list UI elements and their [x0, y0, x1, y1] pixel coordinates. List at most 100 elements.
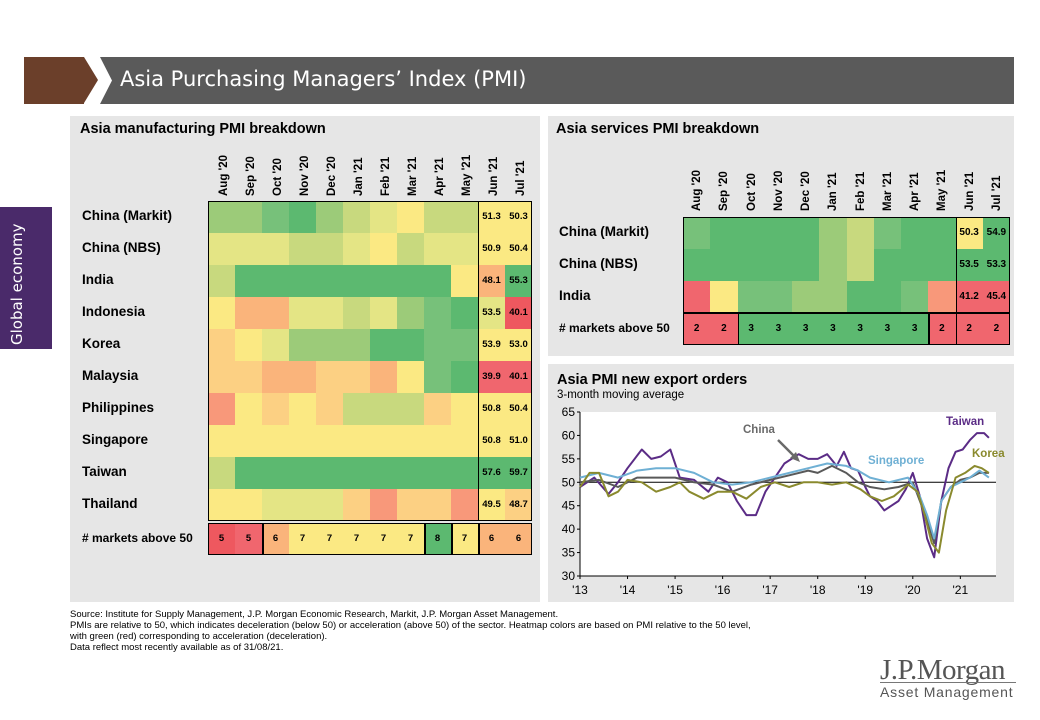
country-label: India: [82, 272, 114, 287]
heatmap-cell: [505, 425, 532, 457]
month-label: Apr '21: [434, 157, 446, 196]
pmi-value: 50.4: [509, 243, 528, 254]
pmi-value: 57.6: [482, 467, 501, 478]
x-tick-label: '18: [810, 583, 826, 597]
markets-count-value: 3: [830, 323, 836, 334]
heatmap-cell: [928, 281, 956, 313]
markets-count-value: 2: [966, 323, 972, 334]
y-tick-label: 55: [562, 452, 576, 466]
heatmap-cell: [873, 281, 901, 313]
month-label: Feb '21: [854, 171, 867, 211]
heatmap-cell: [505, 233, 532, 265]
x-tick-label: '20: [905, 583, 921, 597]
month-label: Sep '20: [718, 171, 731, 211]
x-tick-label: '16: [715, 583, 731, 597]
heatmap-cell: [343, 457, 370, 489]
markets-above-50-label: # markets above 50: [559, 321, 670, 335]
month-label: Aug '20: [218, 154, 230, 196]
y-tick-label: 40: [562, 522, 576, 536]
heatmap-cell: [235, 393, 262, 425]
heatmap-cell: [451, 393, 478, 425]
pmi-value: 49.5: [482, 499, 501, 510]
markets-row-separator: [451, 523, 453, 555]
heatmap-cell: [478, 233, 505, 265]
heatmap-cell: [901, 281, 929, 313]
heatmap-cell: [928, 249, 956, 281]
country-label: Taiwan: [82, 464, 127, 479]
month-label: Jun '21: [488, 156, 500, 196]
heatmap-cell: [451, 233, 478, 265]
heatmap-cell: [370, 425, 397, 457]
heatmap-cell: [819, 281, 847, 313]
series-label-korea: Korea: [972, 448, 1005, 460]
heatmap-cell: [846, 281, 874, 313]
markets-count-value: 3: [802, 323, 809, 334]
markets-count-value: 7: [353, 533, 360, 544]
markets-count-cell: [208, 523, 235, 555]
heatmap-cell: [792, 249, 820, 281]
chart-title: Asia PMI new export orders: [557, 372, 747, 388]
month-label: Nov '20: [772, 170, 785, 211]
heatmap-cell: [370, 233, 397, 265]
heatmap-cell: [505, 329, 532, 361]
markets-count-cell: [683, 313, 711, 345]
country-label: Thailand: [82, 496, 138, 511]
markets-count-cell: [316, 523, 343, 555]
heatmap-cell: [478, 201, 505, 233]
heatmap-cell: [478, 457, 505, 489]
markets-count-value: 6: [272, 533, 279, 544]
heatmap-cell: [478, 329, 505, 361]
heatmap-cell: [955, 217, 983, 249]
heatmap-cell: [262, 233, 289, 265]
x-tick-label: '21: [953, 583, 969, 597]
heatmap-cell: [737, 217, 765, 249]
heatmap-cell: [846, 249, 874, 281]
markets-count-cell: [955, 313, 983, 345]
heatmap-cell: [370, 457, 397, 489]
markets-count-cell: [262, 523, 289, 555]
markets-count-value: 2: [693, 323, 700, 334]
heatmap-cell: [208, 393, 235, 425]
heatmap-cell: [289, 361, 316, 393]
markets-count-value: 7: [326, 533, 333, 544]
heatmap-cell: [262, 425, 289, 457]
heatmap-cell: [343, 233, 370, 265]
series-label-singapore: Singapore: [868, 455, 924, 467]
heatmap-cell: [262, 361, 289, 393]
heatmap-cell: [397, 265, 424, 297]
country-label: Philippines: [82, 400, 155, 415]
heatmap-cell: [982, 281, 1010, 313]
heatmap-cell: [424, 265, 451, 297]
markets-count-value: 3: [748, 323, 754, 334]
month-label: May '21: [936, 169, 949, 211]
markets-count-cell: [792, 313, 820, 345]
pmi-value: 53.5: [959, 259, 979, 270]
pmi-value: 53.5: [482, 307, 501, 318]
y-tick-label: 65: [562, 405, 576, 419]
asset-management-label: Asset Management: [880, 684, 1014, 700]
markets-count-value: 5: [218, 533, 225, 544]
series-line-taiwan: [579, 432, 990, 559]
markets-count-value: 7: [407, 533, 414, 544]
pmi-value: 40.1: [509, 371, 528, 382]
heatmap-cell: [764, 249, 792, 281]
heatmap-cell: [289, 425, 316, 457]
month-label: Mar '21: [407, 156, 419, 196]
heatmap-cell: [343, 393, 370, 425]
pmi-value: 53.3: [986, 259, 1007, 270]
heatmap-cell: [424, 233, 451, 265]
month-label: Sep '20: [245, 156, 257, 196]
markets-row-separator: [424, 523, 426, 555]
heatmap-cell: [397, 201, 424, 233]
heatmap-cell: [710, 281, 738, 313]
pmi-value: 50.8: [482, 403, 501, 414]
heatmap-cell: [424, 489, 451, 521]
heatmap-cell: [424, 329, 451, 361]
heatmap-cell: [343, 265, 370, 297]
markets-count-cell: [451, 523, 478, 555]
pmi-value: 54.9: [986, 227, 1007, 238]
x-tick-label: '14: [620, 583, 636, 597]
pmi-value: 50.3: [959, 227, 979, 238]
heatmap-cell: [262, 297, 289, 329]
heatmap-cell: [982, 217, 1010, 249]
